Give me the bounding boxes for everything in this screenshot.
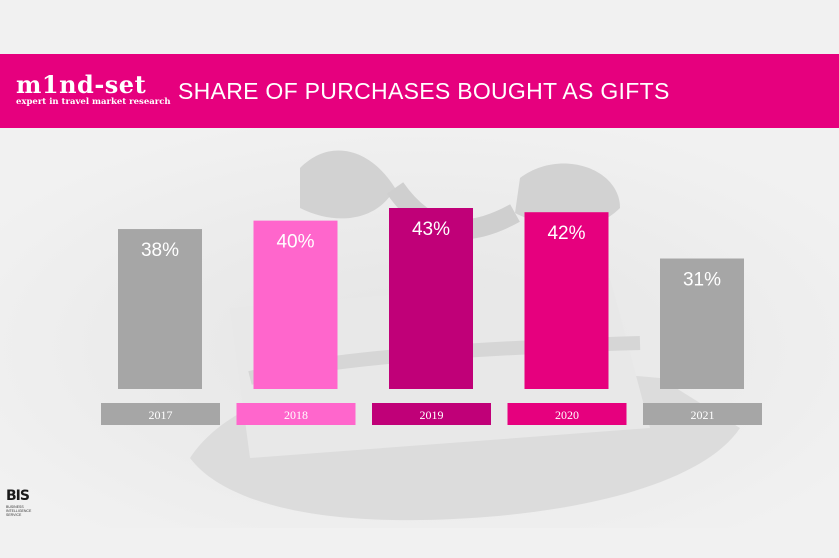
category-label-2020: 2020 (555, 408, 579, 422)
value-label-2017: 38% (141, 240, 179, 261)
bar-2021 (660, 258, 744, 389)
bar-2018 (253, 220, 338, 389)
category-label-2019: 2019 (420, 408, 444, 422)
category-box-2020 (507, 403, 627, 425)
category-label-2018: 2018 (284, 408, 308, 422)
logo-name: m1nd-set (16, 70, 147, 99)
slide-title: SHARE OF PURCHASES BOUGHT AS GIFTS (178, 78, 670, 104)
value-label-2019: 43% (412, 219, 450, 240)
bar-2020 (524, 212, 609, 389)
value-label-2018: 40% (276, 232, 314, 253)
category-label-2017: 2017 (149, 408, 173, 422)
bis-logo: BIS BUSINESS INTELLIGENCE SERVICE (6, 488, 46, 524)
category-box-2019 (372, 403, 491, 425)
category-box-2017 (101, 403, 220, 425)
mindset-logo: m1nd-set expert in travel market researc… (16, 70, 171, 112)
bis-mark: BIS (6, 488, 30, 504)
bis-caption: BUSINESS INTELLIGENCE SERVICE (6, 505, 32, 517)
category-label-2021: 2021 (691, 408, 715, 422)
bar-2017 (118, 229, 202, 389)
header-band (0, 54, 839, 128)
category-box-2021 (643, 403, 762, 425)
category-box-2018 (236, 403, 356, 425)
value-label-2021: 31% (683, 270, 721, 291)
logo-tagline: expert in travel market research (16, 97, 171, 107)
bar-2019 (389, 208, 473, 389)
value-label-2020: 42% (547, 223, 585, 244)
